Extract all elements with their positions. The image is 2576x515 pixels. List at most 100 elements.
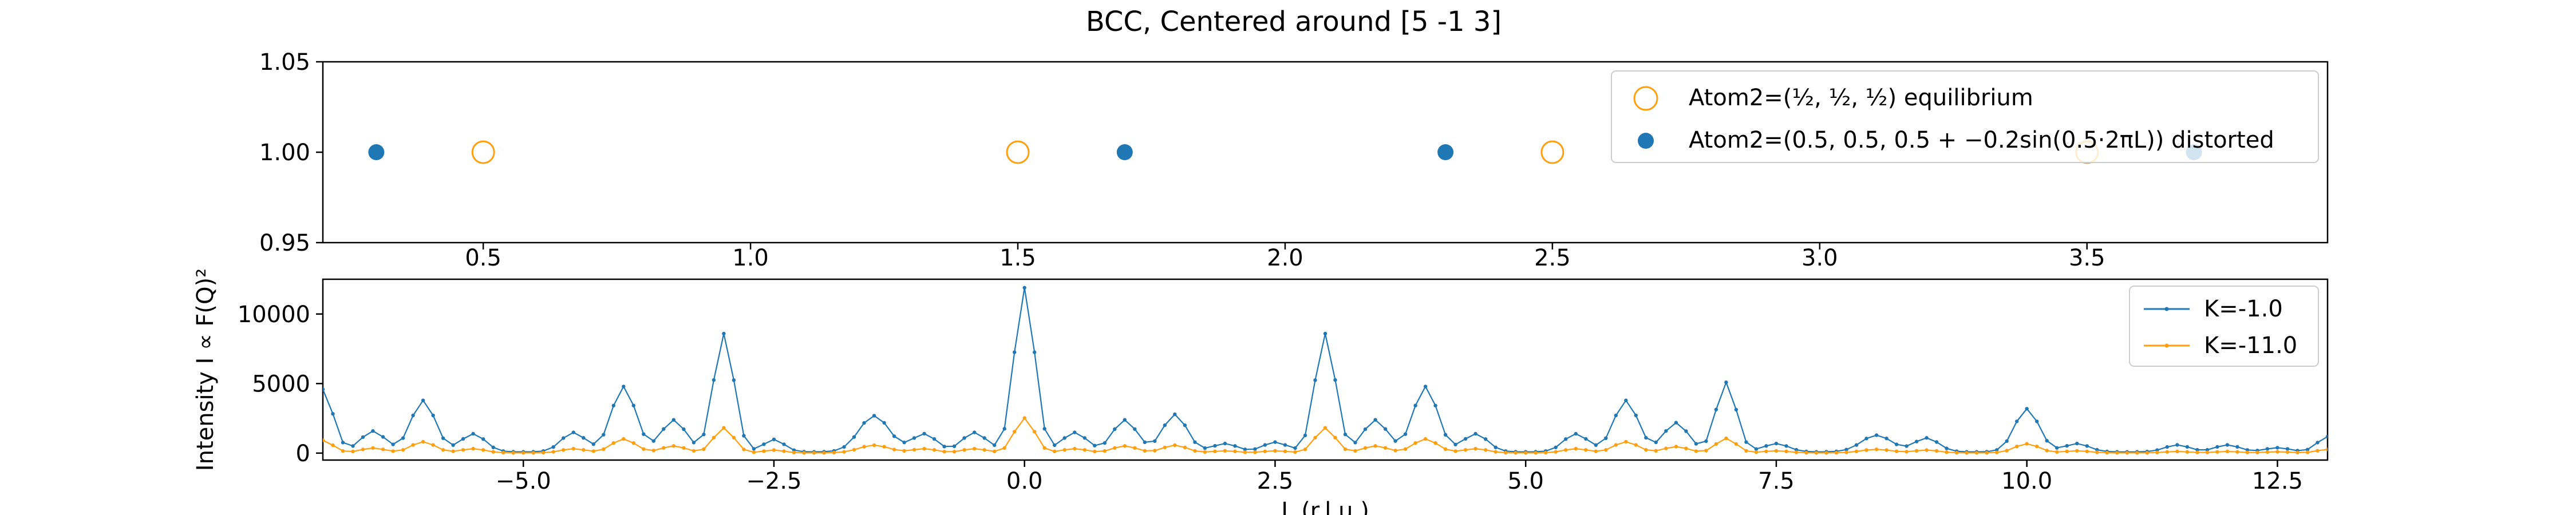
series-1-point <box>1674 445 1678 449</box>
series-0-point <box>682 427 686 431</box>
series-0-point <box>1854 443 1859 447</box>
series-0-point <box>2195 447 2199 452</box>
series-1-point <box>832 450 836 455</box>
series-1-point <box>1373 444 1377 448</box>
top-x-tick-label: 0.5 <box>465 245 501 271</box>
series-1-point <box>2205 450 2210 454</box>
series-0-point <box>1664 429 1668 433</box>
series-1-point <box>1343 447 1348 451</box>
series-1-point <box>2275 450 2279 454</box>
series-0-point <box>341 441 345 445</box>
series-1-point <box>682 446 686 450</box>
series-0-point <box>1554 445 1558 449</box>
series-0-point <box>1844 447 1848 451</box>
top-x-tick-label: 1.5 <box>999 245 1036 271</box>
series-0-point <box>922 431 926 435</box>
series-1-point <box>1764 449 1768 453</box>
series-0-point <box>401 436 405 440</box>
series-1-point <box>1784 449 1788 453</box>
series-1-point <box>812 451 816 455</box>
series-1-point <box>1824 451 1828 455</box>
series-0-point <box>631 403 636 407</box>
series-1-point <box>762 449 766 453</box>
series-1-point <box>1554 450 1558 454</box>
series-0-point <box>932 437 937 441</box>
series-0-point <box>1744 440 1748 444</box>
equilibrium-point <box>471 140 495 164</box>
legend-comma-2: , <box>1851 85 1865 111</box>
series-0-point <box>1203 446 1207 450</box>
series-1-point <box>371 446 375 450</box>
series-0-point <box>702 433 706 437</box>
series-1-point <box>2085 449 2089 453</box>
bottom-x-ticks: −5.0 −2.5 0.0 2.5 5.0 7.5 10.0 12.5 <box>496 460 2303 494</box>
series-0-point <box>1714 407 1718 411</box>
series-1-point <box>511 451 515 455</box>
legend-entry-equilibrium: Atom2=(½, ½, ½) equilibrium <box>1689 85 2033 111</box>
series-0-point <box>2075 441 2079 446</box>
series-0-point <box>1634 413 1638 418</box>
series-0-point <box>2045 439 2049 443</box>
series-1-point <box>802 451 806 455</box>
top-x-tick-label: 3.0 <box>1801 245 1838 271</box>
series-0-point <box>2095 447 2099 452</box>
series-1-point <box>323 438 325 442</box>
series-1-point <box>411 443 415 447</box>
series-1-point <box>942 450 946 454</box>
series-0-point <box>571 430 575 434</box>
series-0-point <box>902 441 906 445</box>
series-0-point <box>1624 398 1628 402</box>
series-1-point <box>591 449 596 453</box>
series-0-point <box>1704 439 1708 443</box>
series-1-point <box>1974 451 1979 455</box>
series-0-point <box>1614 413 1618 418</box>
series-1-point <box>2065 449 2069 453</box>
series-1-point <box>782 449 786 453</box>
series-1-point <box>722 426 726 430</box>
series-0-point <box>1263 443 1267 447</box>
series-1-point <box>491 450 495 454</box>
series-1-point <box>2045 449 2049 453</box>
series-1-point <box>501 450 505 455</box>
series-1-point <box>1253 450 1257 454</box>
series-1-point <box>702 447 706 451</box>
series-0-point <box>1283 443 1287 447</box>
series-0-point <box>602 433 606 437</box>
series-0-point <box>2005 439 2009 443</box>
series-0-point <box>1494 445 1498 449</box>
series-1-point <box>932 448 937 452</box>
series-1-point <box>1473 446 1477 451</box>
series-1-point <box>1814 451 1819 455</box>
series-0-point <box>2245 448 2250 452</box>
series-1-point <box>1203 450 1207 454</box>
series-1-point <box>732 435 736 440</box>
series-0-point <box>752 447 756 451</box>
series-1-point <box>952 450 957 454</box>
top-x-tick-label: 2.5 <box>1534 245 1571 271</box>
series-0-point <box>642 432 646 436</box>
series-1-point <box>1393 449 1397 453</box>
series-1-point <box>631 441 636 445</box>
figure-title: BCC, Centered around [5 -1 3] <box>1086 6 1502 38</box>
bottom-legend: K=-1.0 K=-11.0 <box>2129 286 2319 367</box>
series-1-point <box>1283 449 1287 453</box>
series-0-point <box>441 436 445 440</box>
series-1-point <box>521 451 526 455</box>
top-legend: Atom2=(½, ½, ½) equilibrium Atom2=(0.5, … <box>1611 70 2319 163</box>
series-1-point <box>431 443 435 447</box>
series-1-point <box>1333 435 1337 439</box>
series-1-point <box>1844 450 1848 454</box>
series-0-point <box>491 445 495 449</box>
series-1-point <box>2245 450 2250 454</box>
series-1-point <box>351 449 355 454</box>
series-0-point <box>2175 443 2179 447</box>
series-1-point <box>1163 445 1167 450</box>
series-0-point <box>2205 447 2210 452</box>
series-1-point <box>822 451 826 455</box>
series-1-point <box>1754 450 1759 454</box>
series-1-point <box>2035 445 2039 449</box>
series-0-point <box>1644 435 1648 440</box>
legend-label-k-minus-1: K=-1.0 <box>2204 296 2283 322</box>
series-1-point <box>451 449 455 453</box>
legend-open-circle-marker <box>1633 86 1658 111</box>
